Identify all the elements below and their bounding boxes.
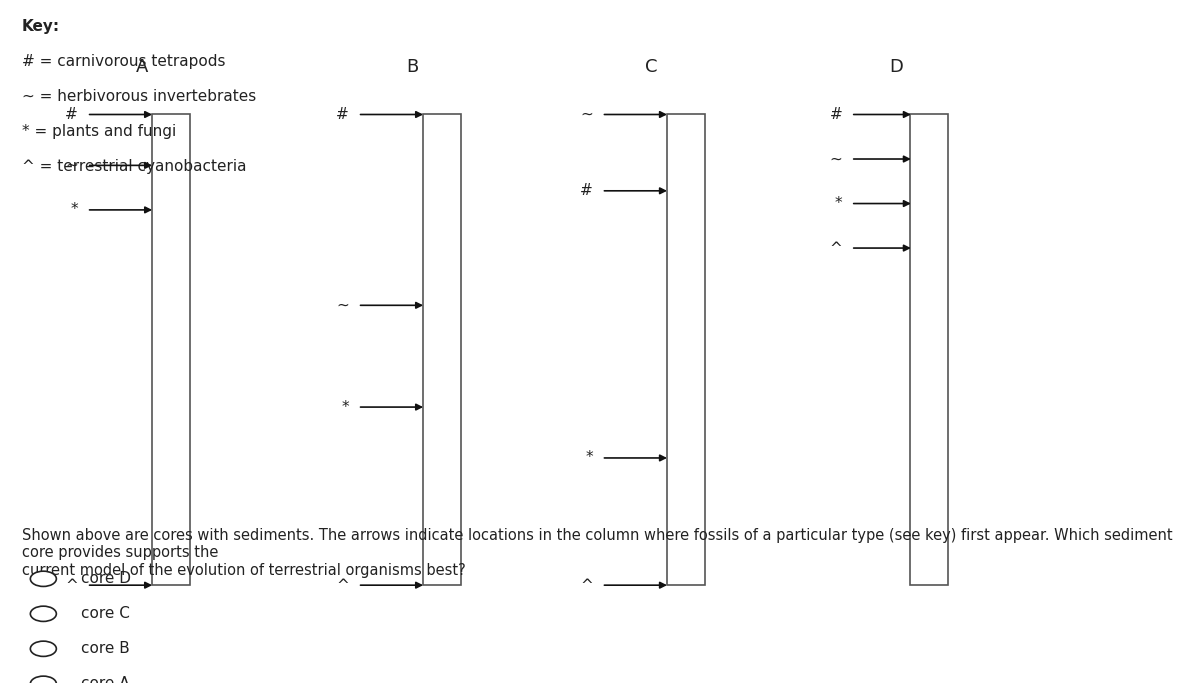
Text: *: *: [834, 196, 842, 211]
Text: # = carnivorous tetrapods: # = carnivorous tetrapods: [22, 54, 226, 69]
Circle shape: [30, 676, 56, 683]
Text: Key:: Key:: [22, 19, 60, 34]
Text: ^: ^: [829, 240, 842, 255]
Text: #: #: [65, 107, 78, 122]
Text: B: B: [407, 58, 419, 76]
Text: #: #: [829, 107, 842, 122]
Bar: [666, 115, 704, 585]
Bar: [911, 115, 948, 585]
Text: ^: ^: [65, 578, 78, 593]
Text: ~: ~: [65, 158, 78, 173]
Text: #: #: [580, 183, 593, 198]
Text: ~: ~: [580, 107, 593, 122]
Text: core D: core D: [82, 571, 131, 586]
Text: ^: ^: [336, 578, 349, 593]
Text: *: *: [71, 202, 78, 217]
Text: * = plants and fungi: * = plants and fungi: [22, 124, 176, 139]
Text: *: *: [341, 400, 349, 415]
Text: ~ = herbivorous invertebrates: ~ = herbivorous invertebrates: [22, 89, 256, 104]
Circle shape: [30, 571, 56, 587]
Bar: [151, 115, 190, 585]
Text: core C: core C: [82, 607, 130, 622]
Text: ~: ~: [829, 152, 842, 167]
Circle shape: [30, 606, 56, 622]
Bar: [422, 115, 461, 585]
Text: A: A: [136, 58, 148, 76]
Text: core A: core A: [82, 676, 130, 683]
Text: core B: core B: [82, 641, 130, 656]
Text: Shown above are cores with sediments. The arrows indicate locations in the colum: Shown above are cores with sediments. Th…: [22, 528, 1172, 578]
Text: D: D: [889, 58, 902, 76]
Text: #: #: [336, 107, 349, 122]
Text: ^: ^: [580, 578, 593, 593]
Text: ~: ~: [336, 298, 349, 313]
Text: *: *: [586, 451, 593, 465]
Text: ^ = terrestrial cyanobacteria: ^ = terrestrial cyanobacteria: [22, 159, 246, 174]
Text: C: C: [644, 58, 658, 76]
Circle shape: [30, 641, 56, 656]
